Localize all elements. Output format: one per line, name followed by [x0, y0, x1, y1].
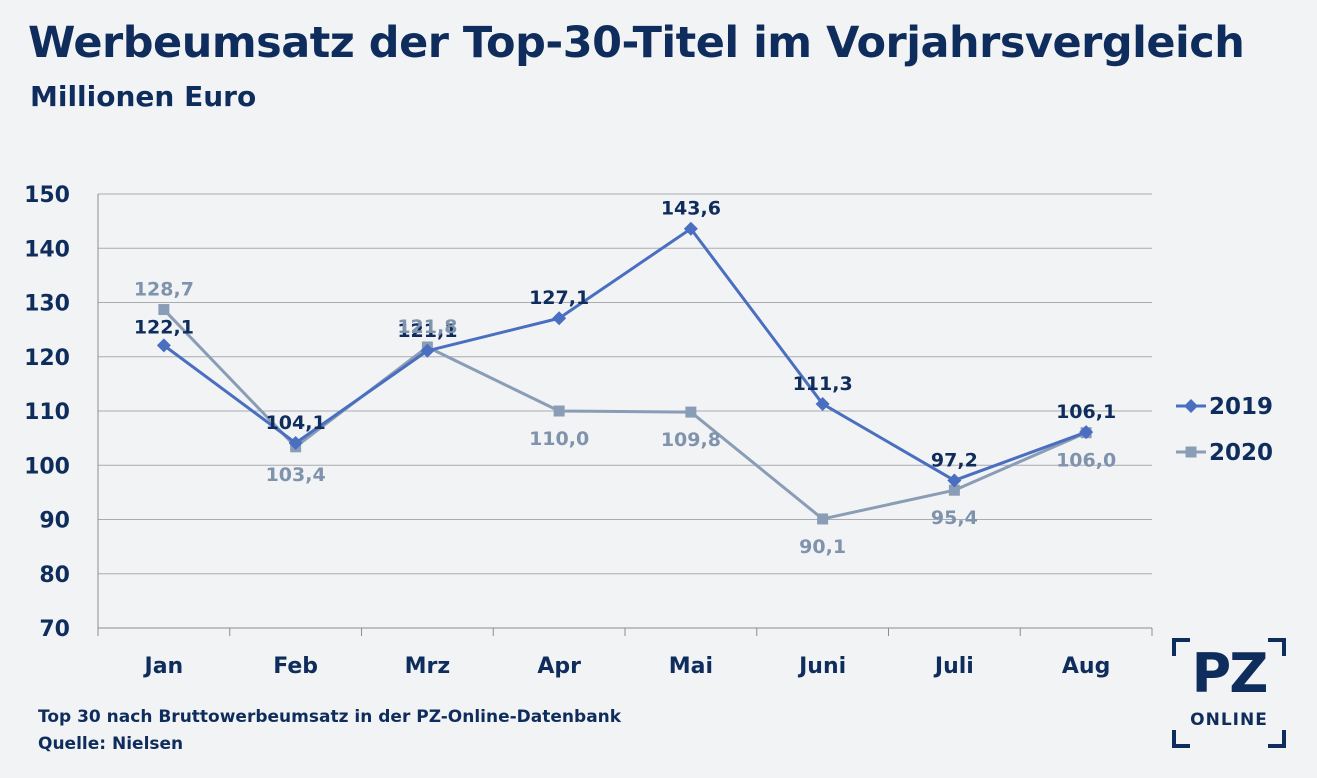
- chart-title: Werbeumsatz der Top-30-Titel im Vorjahrs…: [28, 18, 1245, 68]
- y-tick-label: 70: [39, 617, 70, 642]
- x-tick-label: Apr: [537, 654, 581, 679]
- data-point-2020: [553, 405, 565, 417]
- data-label-2020: 109,8: [661, 429, 721, 451]
- chart-subtitle: Millionen Euro: [30, 80, 257, 113]
- data-label-2020: 121,8: [397, 316, 457, 338]
- data-label-2019: 97,2: [931, 449, 978, 471]
- data-point-2020: [817, 513, 829, 525]
- y-tick-label: 130: [24, 292, 70, 317]
- data-point-2019: [947, 473, 962, 488]
- y-tick-label: 80: [39, 563, 70, 588]
- footnote: Top 30 nach Bruttowerbeumsatz in der PZ-…: [38, 707, 622, 727]
- y-tick-label: 150: [24, 183, 70, 208]
- pz-online-logo: PZ ONLINE: [1172, 638, 1286, 748]
- y-tick-label: 120: [24, 346, 70, 371]
- x-tick-label: Mai: [669, 654, 713, 679]
- logo-corner: [1172, 730, 1190, 748]
- logo-main-text: PZ: [1191, 642, 1269, 705]
- data-label-2019: 104,1: [266, 412, 326, 434]
- x-tick-label: Mrz: [405, 654, 451, 679]
- data-point-2020: [685, 406, 697, 418]
- x-tick-label: Juli: [933, 654, 974, 679]
- data-label-2019: 127,1: [529, 287, 589, 309]
- data-point-2019: [288, 436, 303, 451]
- x-tick-label: Feb: [273, 654, 318, 679]
- data-label-2020: 128,7: [134, 279, 194, 301]
- legend-marker-2020: [1185, 446, 1197, 458]
- data-point-2019: [815, 396, 830, 411]
- data-label-2019: 106,1: [1056, 401, 1116, 423]
- data-label-2019: 121,1: [397, 320, 457, 342]
- x-tick-label: Jan: [143, 654, 184, 679]
- data-label-2019: 111,3: [793, 373, 853, 395]
- data-point-2019: [156, 338, 171, 353]
- x-tick-label: Aug: [1062, 654, 1110, 679]
- x-tick-label: Juni: [797, 654, 846, 679]
- data-label-2020: 103,4: [266, 464, 326, 486]
- data-point-2020: [948, 484, 960, 496]
- data-point-2019: [420, 343, 435, 358]
- y-tick-label: 90: [39, 509, 70, 534]
- data-label-2020: 106,0: [1056, 450, 1116, 472]
- data-label-2020: 90,1: [799, 536, 846, 558]
- logo-corner: [1268, 638, 1286, 656]
- y-tick-label: 110: [24, 400, 70, 425]
- series-line-2019: [162, 227, 1087, 482]
- legend-label-2020: 2020: [1209, 440, 1273, 466]
- data-label-2019: 122,1: [134, 316, 194, 338]
- logo-sub-text: ONLINE: [1190, 710, 1268, 730]
- logo-corner: [1172, 638, 1190, 656]
- series-line-2020: [162, 308, 1087, 521]
- data-label-2020: 110,0: [529, 428, 589, 450]
- y-tick-label: 140: [24, 237, 70, 262]
- data-point-2019: [552, 311, 567, 326]
- data-point-2020: [158, 304, 170, 316]
- logo-corner: [1268, 730, 1286, 748]
- source-note: Quelle: Nielsen: [38, 734, 184, 754]
- legend-label-2019: 2019: [1209, 394, 1273, 420]
- data-label-2019: 143,6: [661, 198, 721, 220]
- data-point-2019: [1079, 425, 1094, 440]
- data-label-2020: 95,4: [931, 507, 978, 529]
- data-point-2019: [683, 221, 698, 236]
- y-tick-label: 100: [24, 454, 70, 479]
- legend-marker-2019: [1184, 399, 1198, 413]
